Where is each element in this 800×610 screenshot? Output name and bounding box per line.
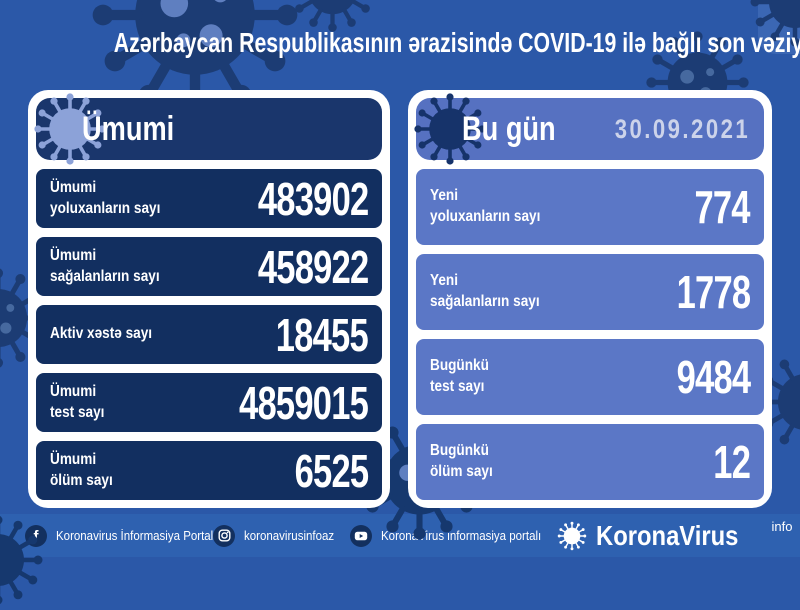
stat-row-total-infected: Ümumi yoluxanların sayı 483902	[36, 169, 382, 228]
instagram-icon	[213, 524, 235, 547]
stat-label: Bugünkü ölüm sayı	[430, 442, 493, 480]
stat-value: 1778	[676, 266, 751, 318]
stat-value: 6525	[294, 444, 369, 497]
stat-value: 9484	[676, 351, 751, 403]
today-panel-title: Bu gün	[462, 109, 556, 148]
stat-row-new-recovered: Yeni sağalanların sayı 1778	[416, 254, 764, 330]
stat-label: Yeni sağalanların sayı	[430, 272, 540, 310]
stat-label: Ümumi yoluxanların sayı	[50, 178, 161, 217]
stat-row-total-recovered: Ümumi sağalanların sayı 458922	[36, 237, 382, 296]
stat-value: 4859015	[238, 376, 369, 429]
youtube-link[interactable]: KoronaVirus informasiya portalı	[350, 514, 555, 557]
instagram-link[interactable]: koronavirusinfoaz	[213, 514, 342, 557]
stat-label: Ümumi test sayı	[50, 382, 105, 421]
facebook-label: Koronavirus İnformasiya Portalı	[56, 528, 217, 543]
brand-name: KoronaVirus	[596, 519, 739, 551]
stat-label: Aktiv xəstə sayı	[50, 325, 153, 343]
stat-value: 18455	[275, 308, 369, 361]
facebook-icon: f	[25, 524, 47, 547]
summary-panel-header: Ümumi	[36, 98, 382, 160]
youtube-label: KoronaVirus informasiya portalı	[381, 528, 542, 543]
brand-logo: KoronaVirus info	[556, 514, 793, 557]
stat-value: 12	[713, 436, 751, 488]
stat-label: Yeni yoluxanların sayı	[430, 187, 541, 225]
stat-label: Ümumi sağalanların sayı	[50, 246, 160, 285]
stat-label: Ümumi ölüm sayı	[50, 450, 113, 489]
stat-row-total-deaths: Ümumi ölüm sayı 6525	[36, 441, 382, 500]
page-title: Azərbaycan Respublikasının ərazisində CO…	[113, 27, 800, 58]
facebook-link[interactable]: f Koronavirus İnformasiya Portalı	[25, 514, 230, 557]
brand-suffix: info	[771, 519, 793, 534]
stat-row-today-deaths: Bugünkü ölüm sayı 12	[416, 424, 764, 500]
footer: f Koronavirus İnformasiya Portalı korona…	[0, 514, 800, 557]
summary-panel-title: Ümumi	[82, 109, 175, 148]
stat-value: 458922	[257, 240, 368, 293]
stat-value: 483902	[257, 172, 368, 225]
stat-row-today-tests: Bugünkü test sayı 9484	[416, 339, 764, 415]
stat-label: Bugünkü test sayı	[430, 357, 489, 395]
report-date: 30.09.2021	[614, 113, 750, 144]
stat-row-total-tests: Ümumi test sayı 4859015	[36, 373, 382, 432]
stat-row-active-cases: Aktiv xəstə sayı 18455	[36, 305, 382, 364]
virus-logo-icon	[556, 520, 588, 552]
stat-row-new-infected: Yeni yoluxanların sayı 774	[416, 169, 764, 245]
today-panel-header: Bu gün 30.09.2021	[416, 98, 764, 160]
today-panel: Bu gün 30.09.2021 Yeni yoluxanların sayı…	[408, 90, 772, 508]
youtube-icon	[350, 524, 372, 547]
instagram-label: koronavirusinfoaz	[244, 528, 335, 543]
stat-value: 774	[694, 181, 751, 233]
summary-panel: Ümumi Ümumi yoluxanların sayı 483902 Ümu…	[28, 90, 390, 508]
